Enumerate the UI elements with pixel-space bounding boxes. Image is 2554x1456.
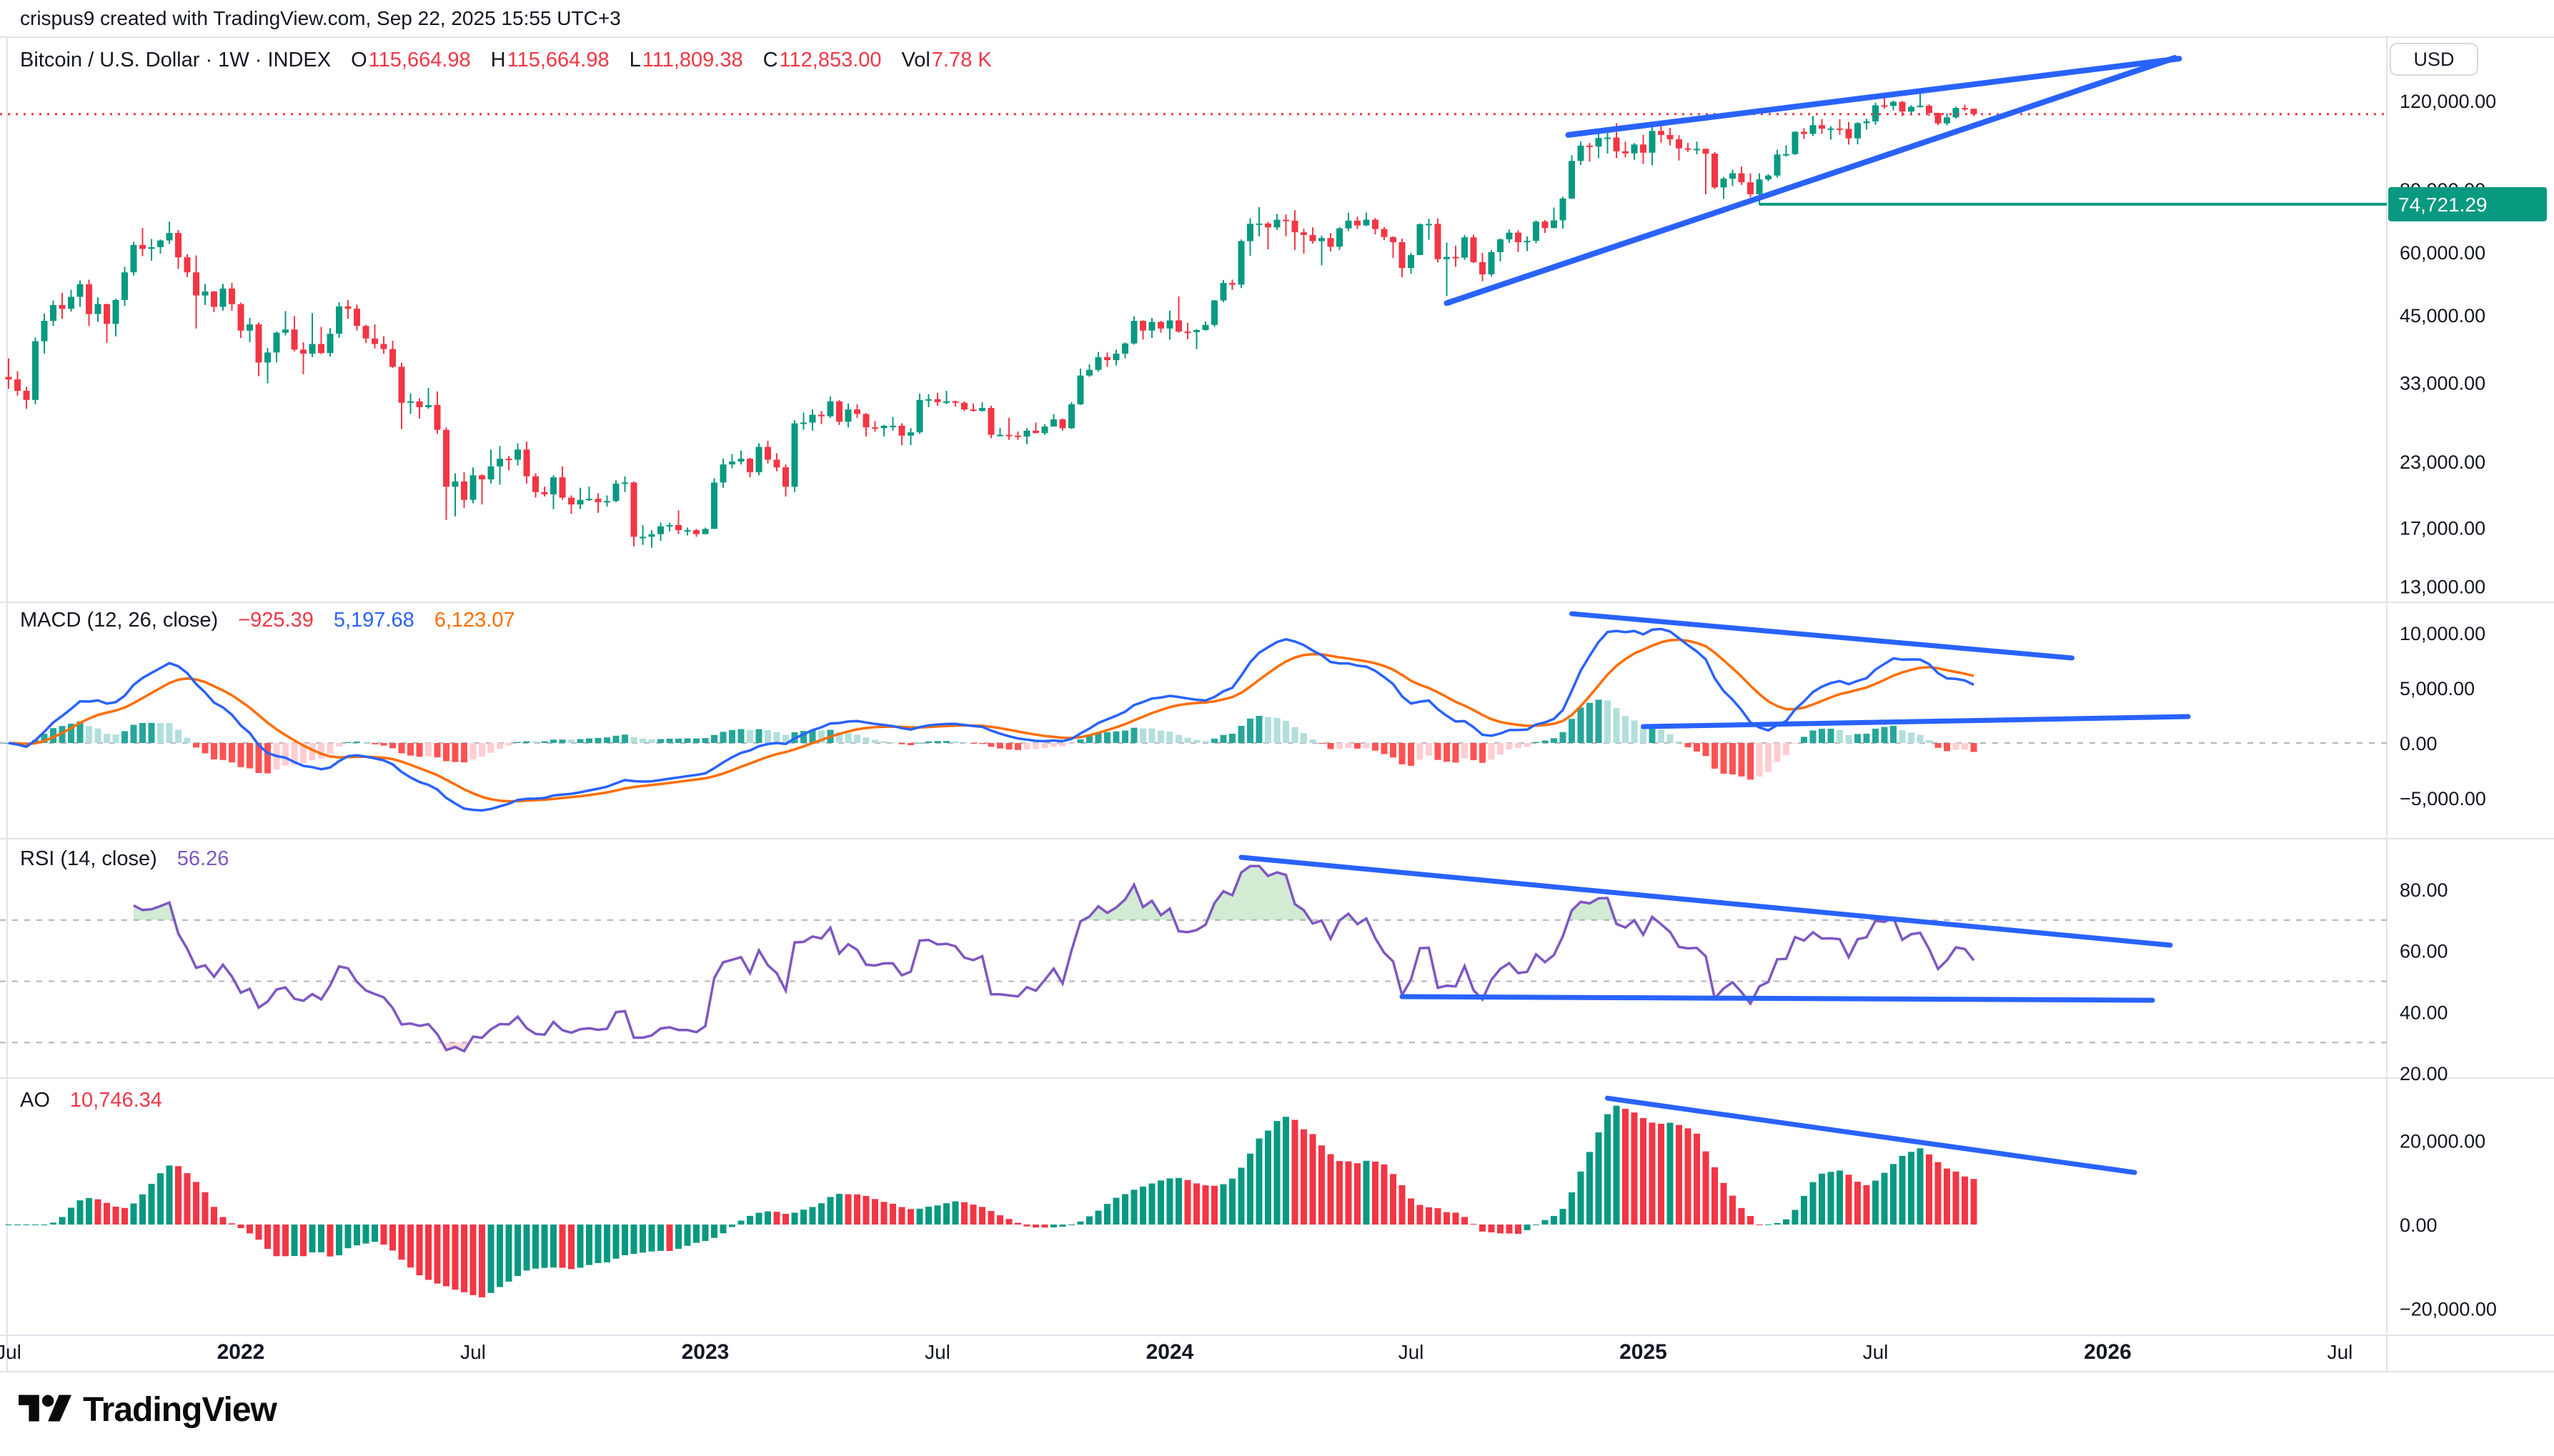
svg-text:Jul: Jul [1398, 1341, 1424, 1363]
svg-text:60.00: 60.00 [2400, 941, 2448, 962]
rsi-value: 56.26 [177, 847, 229, 870]
macd-hist-value: −925.39 [238, 609, 314, 632]
svg-text:120,000.00: 120,000.00 [2400, 91, 2496, 112]
volume-readout: Vol 7.78 K [901, 49, 992, 71]
svg-text:2024: 2024 [1146, 1340, 1194, 1364]
svg-text:20.00: 20.00 [2400, 1063, 2448, 1084]
macd-signal-value: 6,123.07 [434, 609, 515, 632]
svg-text:−20,000.00: −20,000.00 [2400, 1299, 2497, 1320]
svg-text:5,000.00: 5,000.00 [2400, 678, 2475, 699]
attribution-bar: crispus9 created with TradingView.com, S… [20, 7, 621, 30]
currency-unit-button[interactable]: USD [2390, 43, 2478, 76]
svg-text:10,000.00: 10,000.00 [2400, 623, 2485, 644]
svg-text:2022: 2022 [217, 1340, 265, 1364]
svg-text:60,000.00: 60,000.00 [2400, 242, 2485, 264]
svg-text:Jul: Jul [0, 1341, 21, 1363]
tradingview-logo[interactable]: TradingView [19, 1389, 277, 1430]
tradingview-logo-text: TradingView [83, 1390, 277, 1429]
svg-text:Jul: Jul [1863, 1341, 1889, 1363]
rsi-title[interactable]: RSI (14, close) [20, 847, 157, 870]
ohlc-close: C 112,853.00 [762, 49, 882, 71]
macd-legend: MACD (12, 26, close) −925.39 5,197.68 6,… [20, 609, 515, 632]
ohlc-low: L 111,809.38 [629, 49, 743, 71]
macd-line-value: 5,197.68 [333, 609, 414, 632]
svg-text:80.00: 80.00 [2400, 879, 2448, 901]
macd-title[interactable]: MACD (12, 26, close) [20, 609, 219, 632]
svg-text:17,000.00: 17,000.00 [2400, 518, 2485, 539]
attribution-text: crispus9 created with TradingView.com, S… [20, 7, 621, 29]
svg-text:Jul: Jul [925, 1341, 950, 1363]
svg-text:20,000.00: 20,000.00 [2400, 1131, 2485, 1152]
svg-text:33,000.00: 33,000.00 [2400, 373, 2485, 394]
svg-text:13,000.00: 13,000.00 [2400, 577, 2485, 598]
svg-text:74,721.29: 74,721.29 [2398, 194, 2488, 216]
svg-text:Jul: Jul [2327, 1341, 2353, 1363]
svg-text:45,000.00: 45,000.00 [2400, 305, 2485, 326]
svg-text:40.00: 40.00 [2400, 1002, 2448, 1023]
svg-text:Jul: Jul [460, 1341, 486, 1363]
svg-text:−5,000.00: −5,000.00 [2400, 788, 2486, 809]
ao-legend: AO 10,746.34 [20, 1089, 162, 1112]
svg-text:0.00: 0.00 [2400, 733, 2438, 754]
rsi-legend: RSI (14, close) 56.26 [20, 847, 229, 871]
svg-text:2026: 2026 [2084, 1340, 2132, 1364]
tradingview-logo-icon [19, 1395, 71, 1422]
svg-text:0.00: 0.00 [2400, 1215, 2438, 1236]
ao-title[interactable]: AO [20, 1089, 50, 1112]
ao-value: 10,746.34 [69, 1089, 162, 1112]
ohlc-high: H 115,664.98 [490, 49, 610, 71]
svg-text:23,000.00: 23,000.00 [2400, 452, 2485, 473]
svg-text:2023: 2023 [682, 1340, 730, 1364]
symbol-legend: Bitcoin / U.S. Dollar · 1W · INDEX O 115,… [20, 49, 992, 72]
svg-text:2025: 2025 [1619, 1340, 1667, 1364]
ohlc-open: O 115,664.98 [351, 49, 471, 71]
symbol-title[interactable]: Bitcoin / U.S. Dollar · 1W · INDEX [20, 49, 332, 71]
